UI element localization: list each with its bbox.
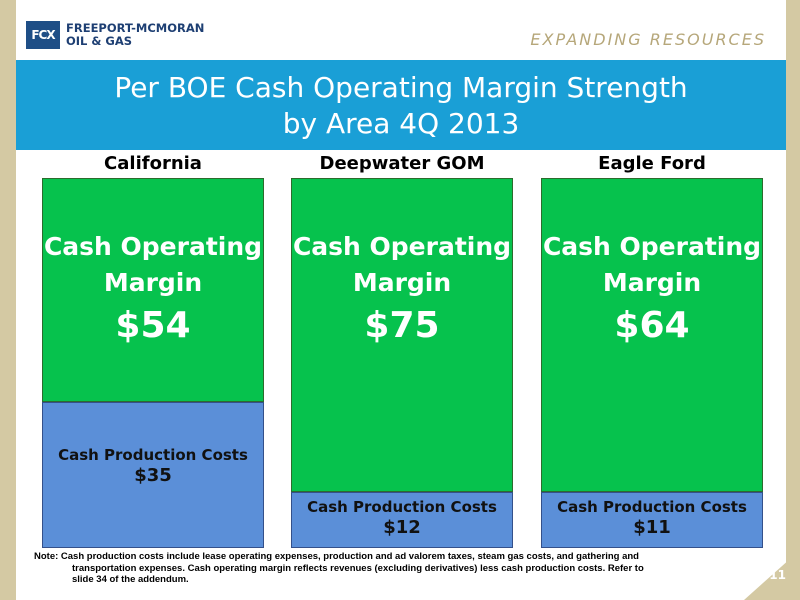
cost-data-label: Cash Production Costs $12 [292,497,512,539]
left-accent-bar [0,0,16,600]
logo-line-1: FREEPORT-MCMORAN [66,21,205,35]
footnote-line-3: slide 34 of the addendum. [72,574,189,585]
page-number: 11 [769,568,786,582]
category-label: Eagle Ford [598,153,706,174]
title-line-1: Per BOE Cash Operating Margin Strength [114,71,688,104]
logo-mark-icon: FCX [26,21,60,49]
footnote-line-2: transportation expenses. Cash operating … [72,562,644,574]
tagline: EXPANDING RESOURCES [530,30,766,49]
category-label: Deepwater GOM [319,153,485,174]
margin-label-line-2: Margin [352,268,452,297]
slide-header: FCX FREEPORT-MCMORAN OIL & GAS EXPANDING… [16,0,786,58]
company-logo: FCX FREEPORT-MCMORAN OIL & GAS [26,20,204,50]
margin-value: $54 [115,305,191,346]
logo-text: FREEPORT-MCMORAN OIL & GAS [66,22,204,48]
right-accent-bar [786,0,800,600]
margin-bar-segment: Cash Operating Margin $75 [291,178,513,492]
bar-stack: Cash Operating Margin $75 Cash Production C… [291,178,513,548]
title-line-2: by Area 4Q 2013 [282,107,520,140]
page-number-badge: 11 [744,550,800,600]
margin-bar-segment: Cash Operating Margin $64 [541,178,763,492]
footnote: Note: Cash production costs include leas… [34,551,774,586]
cost-value: $35 [134,465,172,486]
margin-label-line-1: Cash Operating [43,232,263,261]
margin-data-label: Cash Operating Margin $54 [43,229,263,351]
cost-bar-segment: Cash Production Costs $11 [541,492,763,548]
margin-label-line-1: Cash Operating [292,232,512,261]
cost-data-label: Cash Production Costs $11 [542,497,762,539]
logo-line-2: OIL & GAS [66,34,133,48]
page-badge-shape [744,550,800,600]
cost-label: Cash Production Costs [557,498,747,516]
margin-label-line-2: Margin [602,268,702,297]
margin-data-label: Cash Operating Margin $75 [292,229,512,351]
margin-value: $64 [614,305,690,346]
cost-label: Cash Production Costs [58,446,248,464]
cost-label: Cash Production Costs [307,498,497,516]
margin-data-label: Cash Operating Margin $64 [542,229,762,351]
cost-data-label: Cash Production Costs $35 [43,445,263,487]
margin-value: $75 [364,305,440,346]
margin-label-line-2: Margin [103,268,203,297]
cost-value: $12 [383,517,421,538]
category-label: California [104,153,202,174]
bar-stack: Cash Operating Margin $54 Cash Production C… [42,178,264,548]
bar-stack: Cash Operating Margin $64 Cash Production C… [541,178,763,548]
margin-bar-segment: Cash Operating Margin $54 [42,178,264,402]
margin-label-line-1: Cash Operating [542,232,762,261]
cost-bar-segment: Cash Production Costs $12 [291,492,513,548]
cost-value: $11 [633,517,671,538]
footnote-line-1: Note: Cash production costs include leas… [34,551,639,562]
title-band: Per BOE Cash Operating Margin Strength b… [16,60,786,150]
slide-title: Per BOE Cash Operating Margin Strength b… [16,70,786,142]
cost-bar-segment: Cash Production Costs $35 [42,402,264,548]
